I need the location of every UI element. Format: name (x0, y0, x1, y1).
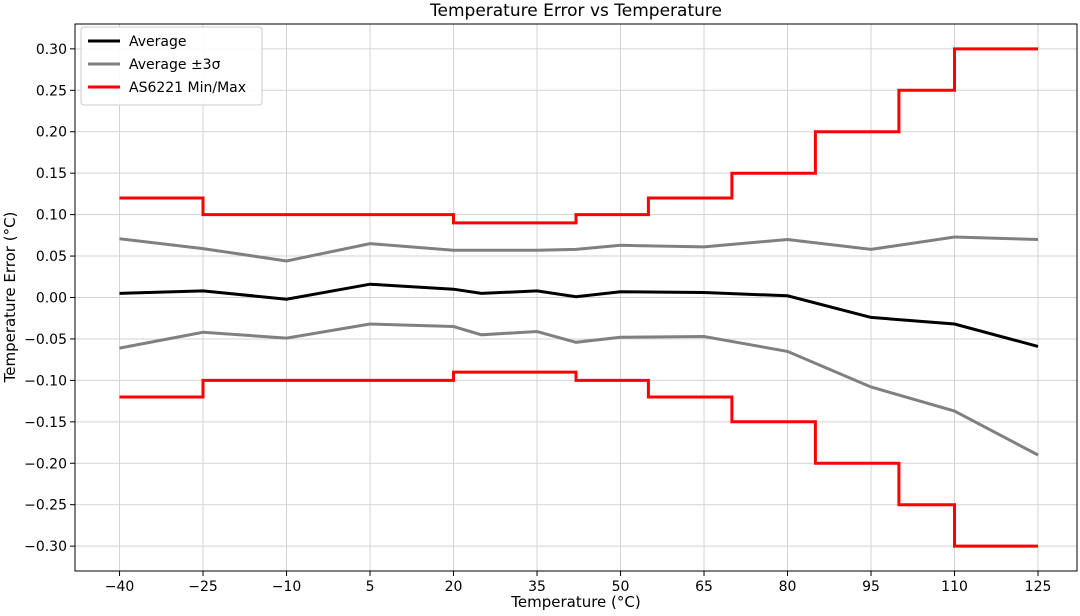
legend-label-3: AS6221 Min/Max (129, 80, 246, 96)
y-tick-label-10: 0.20 (36, 125, 67, 141)
y-tick-label-8: 0.10 (36, 208, 67, 224)
y-tick-label-0: −0.30 (24, 539, 67, 555)
x-tick-label-0: −40 (105, 579, 135, 595)
series-line-3 (119, 47, 1038, 225)
y-tick-label-12: 0.30 (36, 42, 67, 58)
x-axis-title: Temperature (°C) (510, 593, 640, 611)
legend-label-0: Average (129, 34, 187, 50)
legend-label-1: Average ±3σ (129, 57, 221, 73)
x-tick-label-6: 50 (612, 579, 630, 595)
series-line-1 (119, 235, 1039, 263)
y-tick-label-4: −0.10 (24, 373, 67, 389)
y-axis-ticks: −0.30 −0.25 −0.20 −0.15 −0.10 −0.05 0.00 0.05 0.… (24, 42, 75, 555)
chart-title: Temperature Error vs Temperature (429, 1, 722, 21)
series-line-0 (119, 282, 1039, 348)
y-tick-label-7: 0.05 (36, 249, 67, 265)
legend-box (80, 26, 263, 106)
x-tick-label-8: 80 (779, 579, 797, 595)
x-tick-label-4: 20 (445, 579, 463, 595)
x-tick-label-1: −25 (188, 579, 218, 595)
x-axis-ticks: −40 −25 −10 5 20 35 50 65 80 95 110 125 (105, 571, 1052, 595)
x-tick-label-9: 95 (862, 579, 880, 595)
x-tick-label-11: 125 (1025, 579, 1052, 595)
y-tick-label-1: −0.25 (24, 498, 67, 514)
y-tick-label-3: −0.15 (24, 415, 67, 431)
y-tick-label-11: 0.25 (36, 83, 67, 99)
x-tick-label-10: 110 (941, 579, 968, 595)
legend: Average Average ±3σ AS6221 Min/Max (80, 26, 263, 106)
y-axis-title: Temperature Error (°C) (1, 212, 19, 384)
y-tick-label-6: 0.00 (36, 291, 67, 307)
y-tick-label-2: −0.20 (24, 456, 67, 472)
series-line-2 (119, 322, 1039, 457)
y-tick-label-5: −0.05 (24, 332, 67, 348)
x-tick-label-5: 35 (528, 579, 546, 595)
x-tick-label-7: 65 (695, 579, 713, 595)
y-tick-label-9: 0.15 (36, 166, 67, 182)
x-tick-label-2: −10 (272, 579, 302, 595)
series-line-4 (119, 370, 1038, 548)
series-lines (119, 47, 1039, 548)
x-tick-label-3: 5 (366, 579, 375, 595)
